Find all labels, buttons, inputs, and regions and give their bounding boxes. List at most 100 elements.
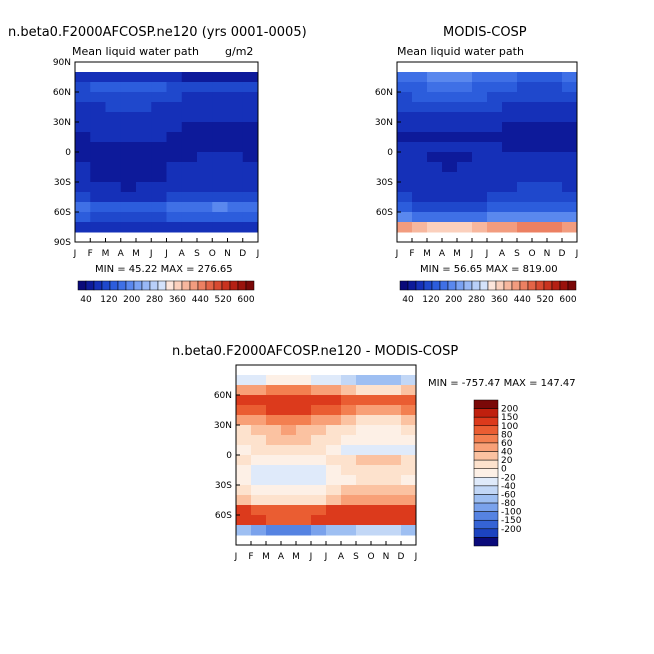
heatmap-cell bbox=[90, 212, 106, 223]
heatmap-cell bbox=[472, 182, 488, 193]
heatmap-cell bbox=[562, 162, 578, 173]
heatmap-cell bbox=[457, 112, 473, 123]
heatmap-cell bbox=[266, 465, 282, 476]
heatmap-cell bbox=[401, 455, 417, 466]
heatmap-cell bbox=[227, 212, 244, 223]
heatmap-cell bbox=[547, 112, 563, 123]
heatmap-cell bbox=[442, 112, 458, 123]
heatmap-cell bbox=[197, 122, 213, 133]
heatmap-cell bbox=[75, 72, 91, 83]
colorbar-swatch bbox=[149, 280, 159, 291]
colorbar-swatch bbox=[473, 459, 499, 469]
colorbar-label: 200 bbox=[123, 295, 140, 305]
heatmap-cell bbox=[401, 505, 417, 516]
heatmap-cell bbox=[412, 222, 428, 233]
heatmap-cell bbox=[427, 122, 443, 133]
heatmap-cell bbox=[401, 435, 417, 446]
heatmap-cell bbox=[181, 162, 198, 173]
heatmap-cell bbox=[236, 445, 252, 456]
heatmap-cell bbox=[442, 172, 458, 183]
heatmap-cell bbox=[236, 505, 252, 516]
heatmap-cell bbox=[386, 425, 402, 436]
heatmap-cell bbox=[90, 72, 106, 83]
heatmap-cell bbox=[90, 112, 106, 123]
x-tick-label: J bbox=[149, 249, 153, 259]
heatmap-cell bbox=[502, 132, 518, 143]
heatmap-cell bbox=[136, 212, 152, 223]
x-tick-label: J bbox=[73, 249, 77, 259]
heatmap-cell bbox=[341, 505, 357, 516]
colorbar-label: 80 bbox=[501, 430, 513, 440]
heatmap-cell bbox=[197, 92, 213, 103]
heatmap-cell bbox=[386, 405, 402, 416]
heatmap-cell bbox=[296, 455, 312, 466]
heatmap-cell bbox=[75, 142, 91, 153]
heatmap-cell bbox=[397, 212, 413, 223]
heatmap-cell bbox=[547, 102, 563, 113]
heatmap-cell bbox=[151, 132, 167, 143]
x-tick-label: M bbox=[453, 249, 461, 259]
heatmap-cell bbox=[356, 525, 372, 536]
heatmap-cell bbox=[457, 202, 473, 213]
heatmap-cell bbox=[457, 172, 473, 183]
heatmap-cell bbox=[472, 152, 488, 163]
heatmap-cell bbox=[166, 102, 183, 113]
heatmap-cell bbox=[412, 82, 428, 93]
heatmap-cell bbox=[341, 425, 357, 436]
heatmap-cell bbox=[105, 82, 122, 93]
heatmap-cell bbox=[326, 375, 342, 386]
x-tick-label: S bbox=[194, 249, 200, 259]
colorbar-label: 200 bbox=[501, 405, 518, 415]
y-tick-label: 60S bbox=[215, 511, 232, 521]
heatmap-cell bbox=[151, 182, 167, 193]
heatmap-cell bbox=[242, 122, 259, 133]
heatmap-cell bbox=[136, 192, 152, 203]
heatmap-cell bbox=[472, 102, 488, 113]
heatmap-cell bbox=[502, 182, 518, 193]
x-tick-label: M bbox=[262, 552, 270, 562]
heatmap-cell bbox=[242, 142, 259, 153]
heatmap-cell bbox=[281, 375, 297, 386]
heatmap-cell bbox=[197, 112, 213, 123]
heatmap-cell bbox=[457, 162, 473, 173]
y-tick-label: 30S bbox=[376, 178, 393, 188]
heatmap-cell bbox=[311, 515, 327, 526]
colorbar-swatch bbox=[473, 425, 499, 435]
heatmap-cell bbox=[296, 495, 312, 506]
heatmap-cell bbox=[120, 202, 137, 213]
heatmap-cell bbox=[281, 465, 297, 476]
heatmap-cell bbox=[105, 132, 122, 143]
panel-obs-colorbar: 40 120 200 280 360 440 520 600 bbox=[399, 280, 577, 305]
heatmap-cell bbox=[136, 202, 152, 213]
heatmap-cell bbox=[166, 72, 183, 83]
x-tick-label: M bbox=[292, 552, 300, 562]
heatmap-cell bbox=[311, 375, 327, 386]
heatmap-cell bbox=[151, 212, 167, 223]
heatmap-cell bbox=[75, 102, 91, 113]
heatmap-cell bbox=[472, 132, 488, 143]
heatmap-cell bbox=[75, 212, 91, 223]
colorbar-label: -150 bbox=[501, 516, 522, 526]
colorbar-swatch bbox=[197, 280, 207, 291]
heatmap-cell bbox=[181, 142, 198, 153]
heatmap-cell bbox=[517, 72, 533, 83]
heatmap-cell bbox=[281, 455, 297, 466]
heatmap-cell bbox=[236, 515, 252, 526]
y-tick-label: 30S bbox=[54, 178, 71, 188]
heatmap-cell bbox=[197, 132, 213, 143]
heatmap-cell bbox=[562, 112, 578, 123]
heatmap-cell bbox=[326, 455, 342, 466]
heatmap-cell bbox=[227, 192, 244, 203]
heatmap-cell bbox=[326, 435, 342, 446]
heatmap-cell bbox=[136, 112, 152, 123]
heatmap-cell bbox=[442, 82, 458, 93]
heatmap-cell bbox=[151, 92, 167, 103]
heatmap-cell bbox=[472, 192, 488, 203]
colorbar-swatch bbox=[447, 280, 457, 291]
panel-model-stats: MIN = 45.22 MAX = 276.65 bbox=[95, 264, 233, 275]
heatmap-cell bbox=[251, 395, 267, 406]
heatmap-cell bbox=[311, 405, 327, 416]
colorbar-swatch bbox=[495, 280, 505, 291]
x-tick-label: D bbox=[559, 249, 566, 259]
heatmap-cell bbox=[266, 515, 282, 526]
